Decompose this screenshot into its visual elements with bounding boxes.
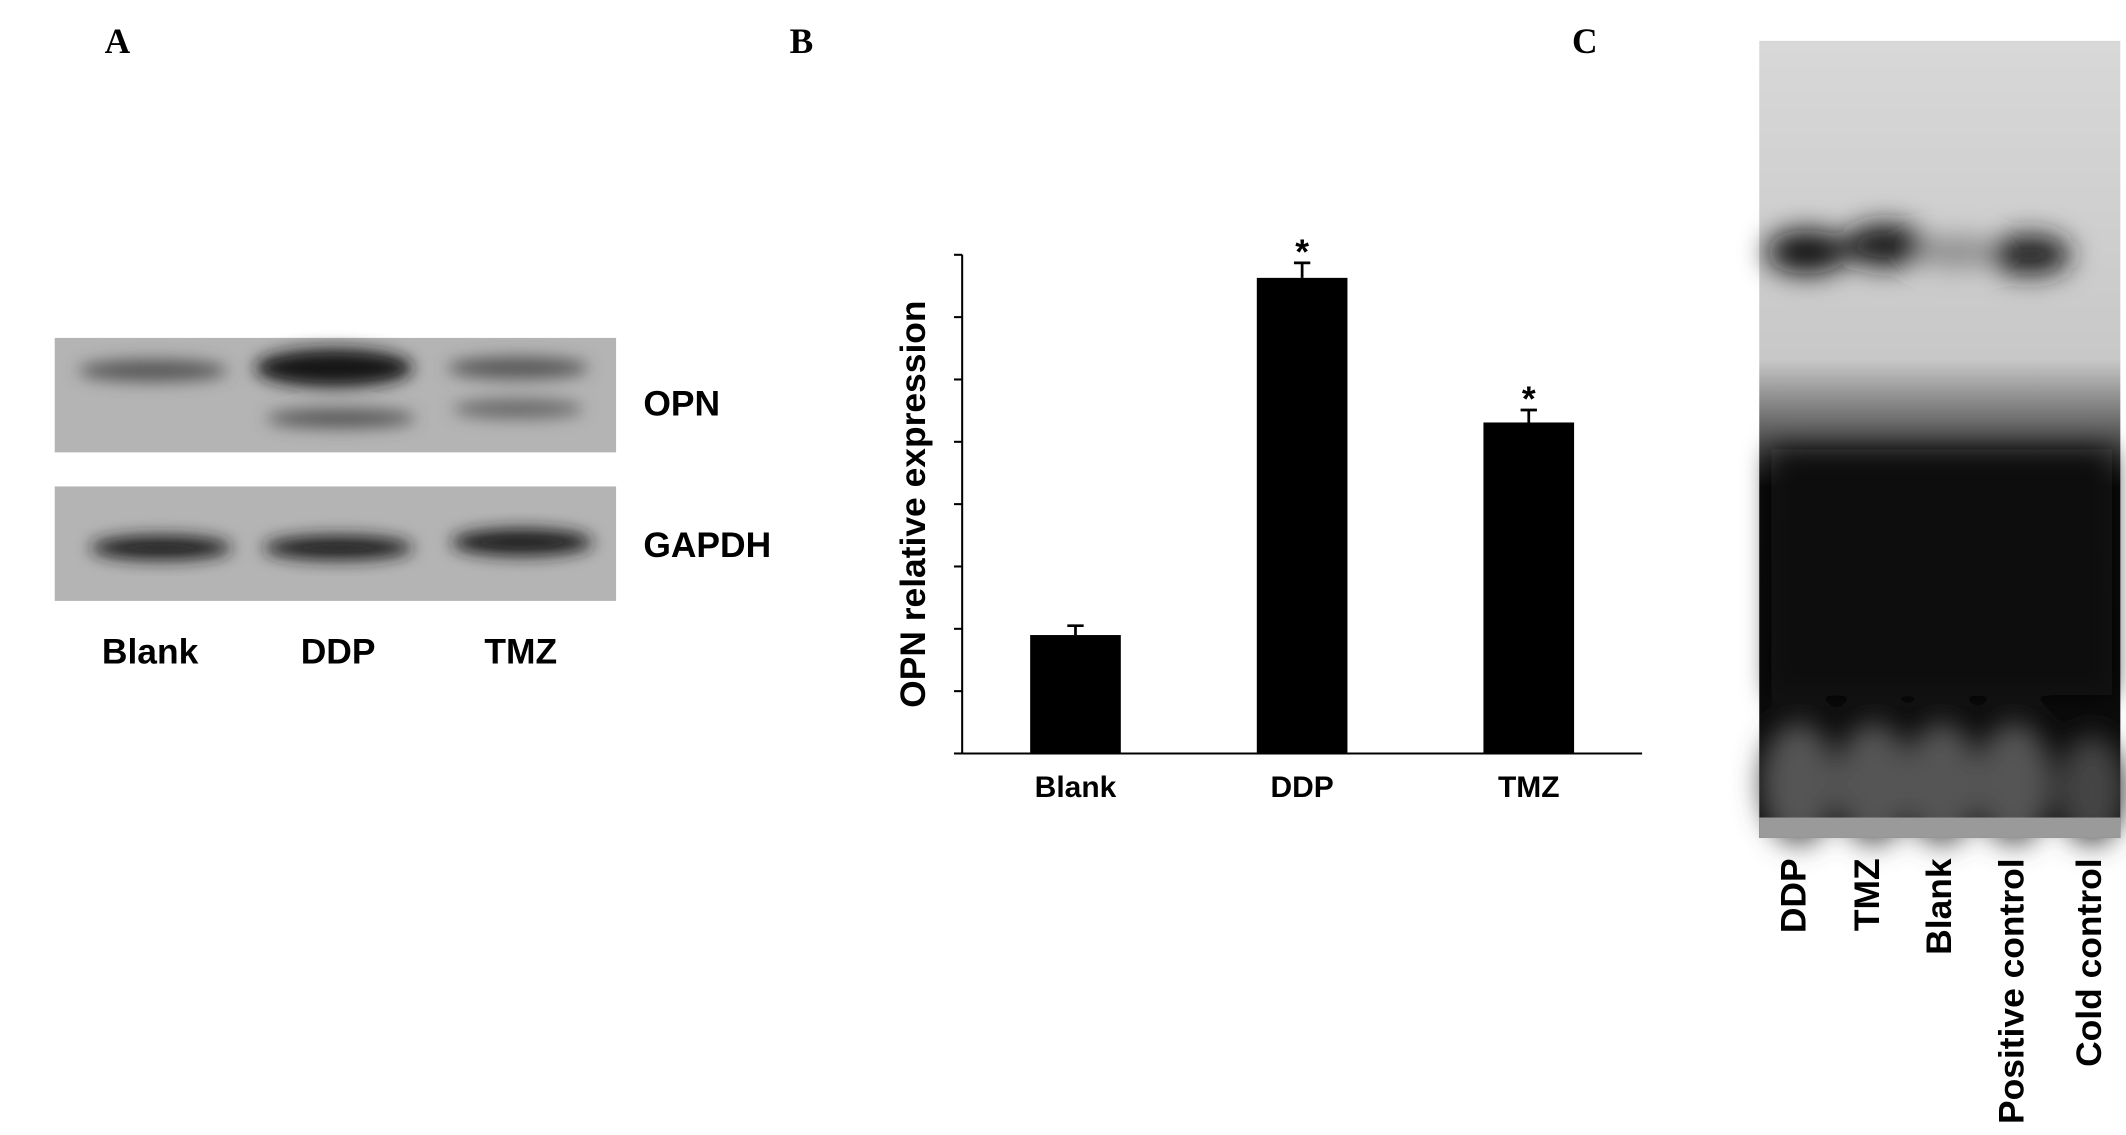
error-bar	[1520, 408, 1537, 423]
gel-lane-label: Cold control	[2069, 858, 2109, 1066]
gel-bands	[1760, 223, 2126, 845]
error-bar	[1293, 261, 1311, 278]
error-bar	[1067, 624, 1084, 636]
western-blot	[54, 337, 617, 601]
bands	[77, 348, 589, 428]
bar	[1030, 635, 1121, 754]
gel-edge	[1759, 817, 2121, 838]
bar	[1483, 422, 1575, 754]
gel-lane-label: DDP	[1773, 858, 1813, 933]
panel-label: C	[1572, 21, 1598, 61]
y-axis-label: OPN relative expression	[893, 300, 933, 707]
blot-row-label: OPN	[643, 383, 720, 423]
significance-marker: *	[1522, 379, 1536, 419]
panel-label: B	[790, 21, 814, 61]
significance-marker: *	[1295, 232, 1309, 272]
x-tick-label: TMZ	[1498, 771, 1560, 804]
gel-lane-label: Positive control	[1991, 858, 2031, 1124]
gel-lane-label: TMZ	[1847, 858, 1887, 931]
bar-chart: OPN relative expression Blank DDP * TMZ *	[893, 232, 1643, 804]
blot-lane-label: DDP	[301, 631, 376, 671]
blot-lane-label: Blank	[102, 631, 199, 671]
x-tick-label: Blank	[1035, 771, 1117, 804]
blot-row-label: GAPDH	[643, 525, 771, 565]
panel-label: A	[105, 21, 131, 61]
gel-background	[1759, 40, 2121, 838]
bar	[1256, 277, 1348, 754]
x-tick-label: DDP	[1270, 771, 1333, 804]
gel-lane-label: Blank	[1919, 858, 1959, 955]
bands	[90, 528, 593, 561]
gel	[1759, 40, 2126, 845]
blot-lane-label: TMZ	[484, 631, 557, 671]
